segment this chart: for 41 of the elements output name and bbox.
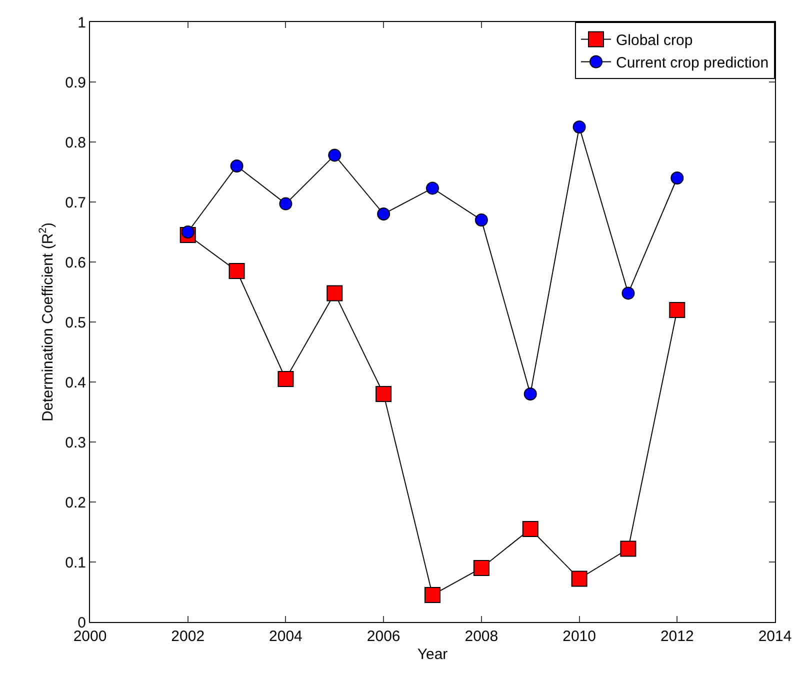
point (522, 521, 538, 537)
y-tick-label: 0.2 (65, 494, 86, 512)
y-tick-label: 0.6 (65, 254, 86, 272)
point (572, 120, 586, 134)
point (620, 540, 636, 557)
y-tick-label: 0.8 (65, 134, 86, 152)
legend-label: Global crop (616, 32, 693, 50)
y-tick-label: 0.9 (65, 74, 86, 92)
y-tick-label: 1 (78, 14, 86, 32)
point (230, 160, 244, 172)
y-tick-label: 0.5 (65, 314, 86, 332)
legend-label: Current crop prediction (616, 54, 769, 72)
point (228, 263, 245, 279)
x-tick-label: 2002 (171, 628, 205, 645)
point (571, 570, 588, 587)
x-tick-label: 2010 (562, 628, 596, 645)
x-tick-label: 2006 (366, 628, 400, 645)
point (669, 302, 686, 318)
x-tick-label: 2008 (464, 628, 498, 645)
point (473, 560, 490, 576)
x-tick-label: 2014 (758, 628, 792, 645)
x-tick-label: 2012 (660, 628, 694, 645)
point (328, 148, 342, 162)
x-tick-label: 2004 (269, 628, 302, 645)
point (474, 214, 488, 226)
point (426, 182, 439, 195)
y-tick-label: 0.4 (65, 374, 86, 392)
x-axis-title: Year (417, 646, 448, 663)
point (424, 587, 440, 603)
y-tick-label: 0.7 (65, 194, 86, 212)
point (326, 285, 343, 302)
point (670, 172, 684, 184)
y-tick-label: 0.1 (65, 554, 86, 572)
point (524, 388, 537, 400)
point (278, 371, 294, 387)
point (376, 386, 392, 402)
point (622, 286, 635, 300)
point (181, 226, 194, 238)
point (377, 208, 390, 220)
y-tick-label: 0.3 (65, 434, 86, 452)
point (279, 197, 292, 210)
